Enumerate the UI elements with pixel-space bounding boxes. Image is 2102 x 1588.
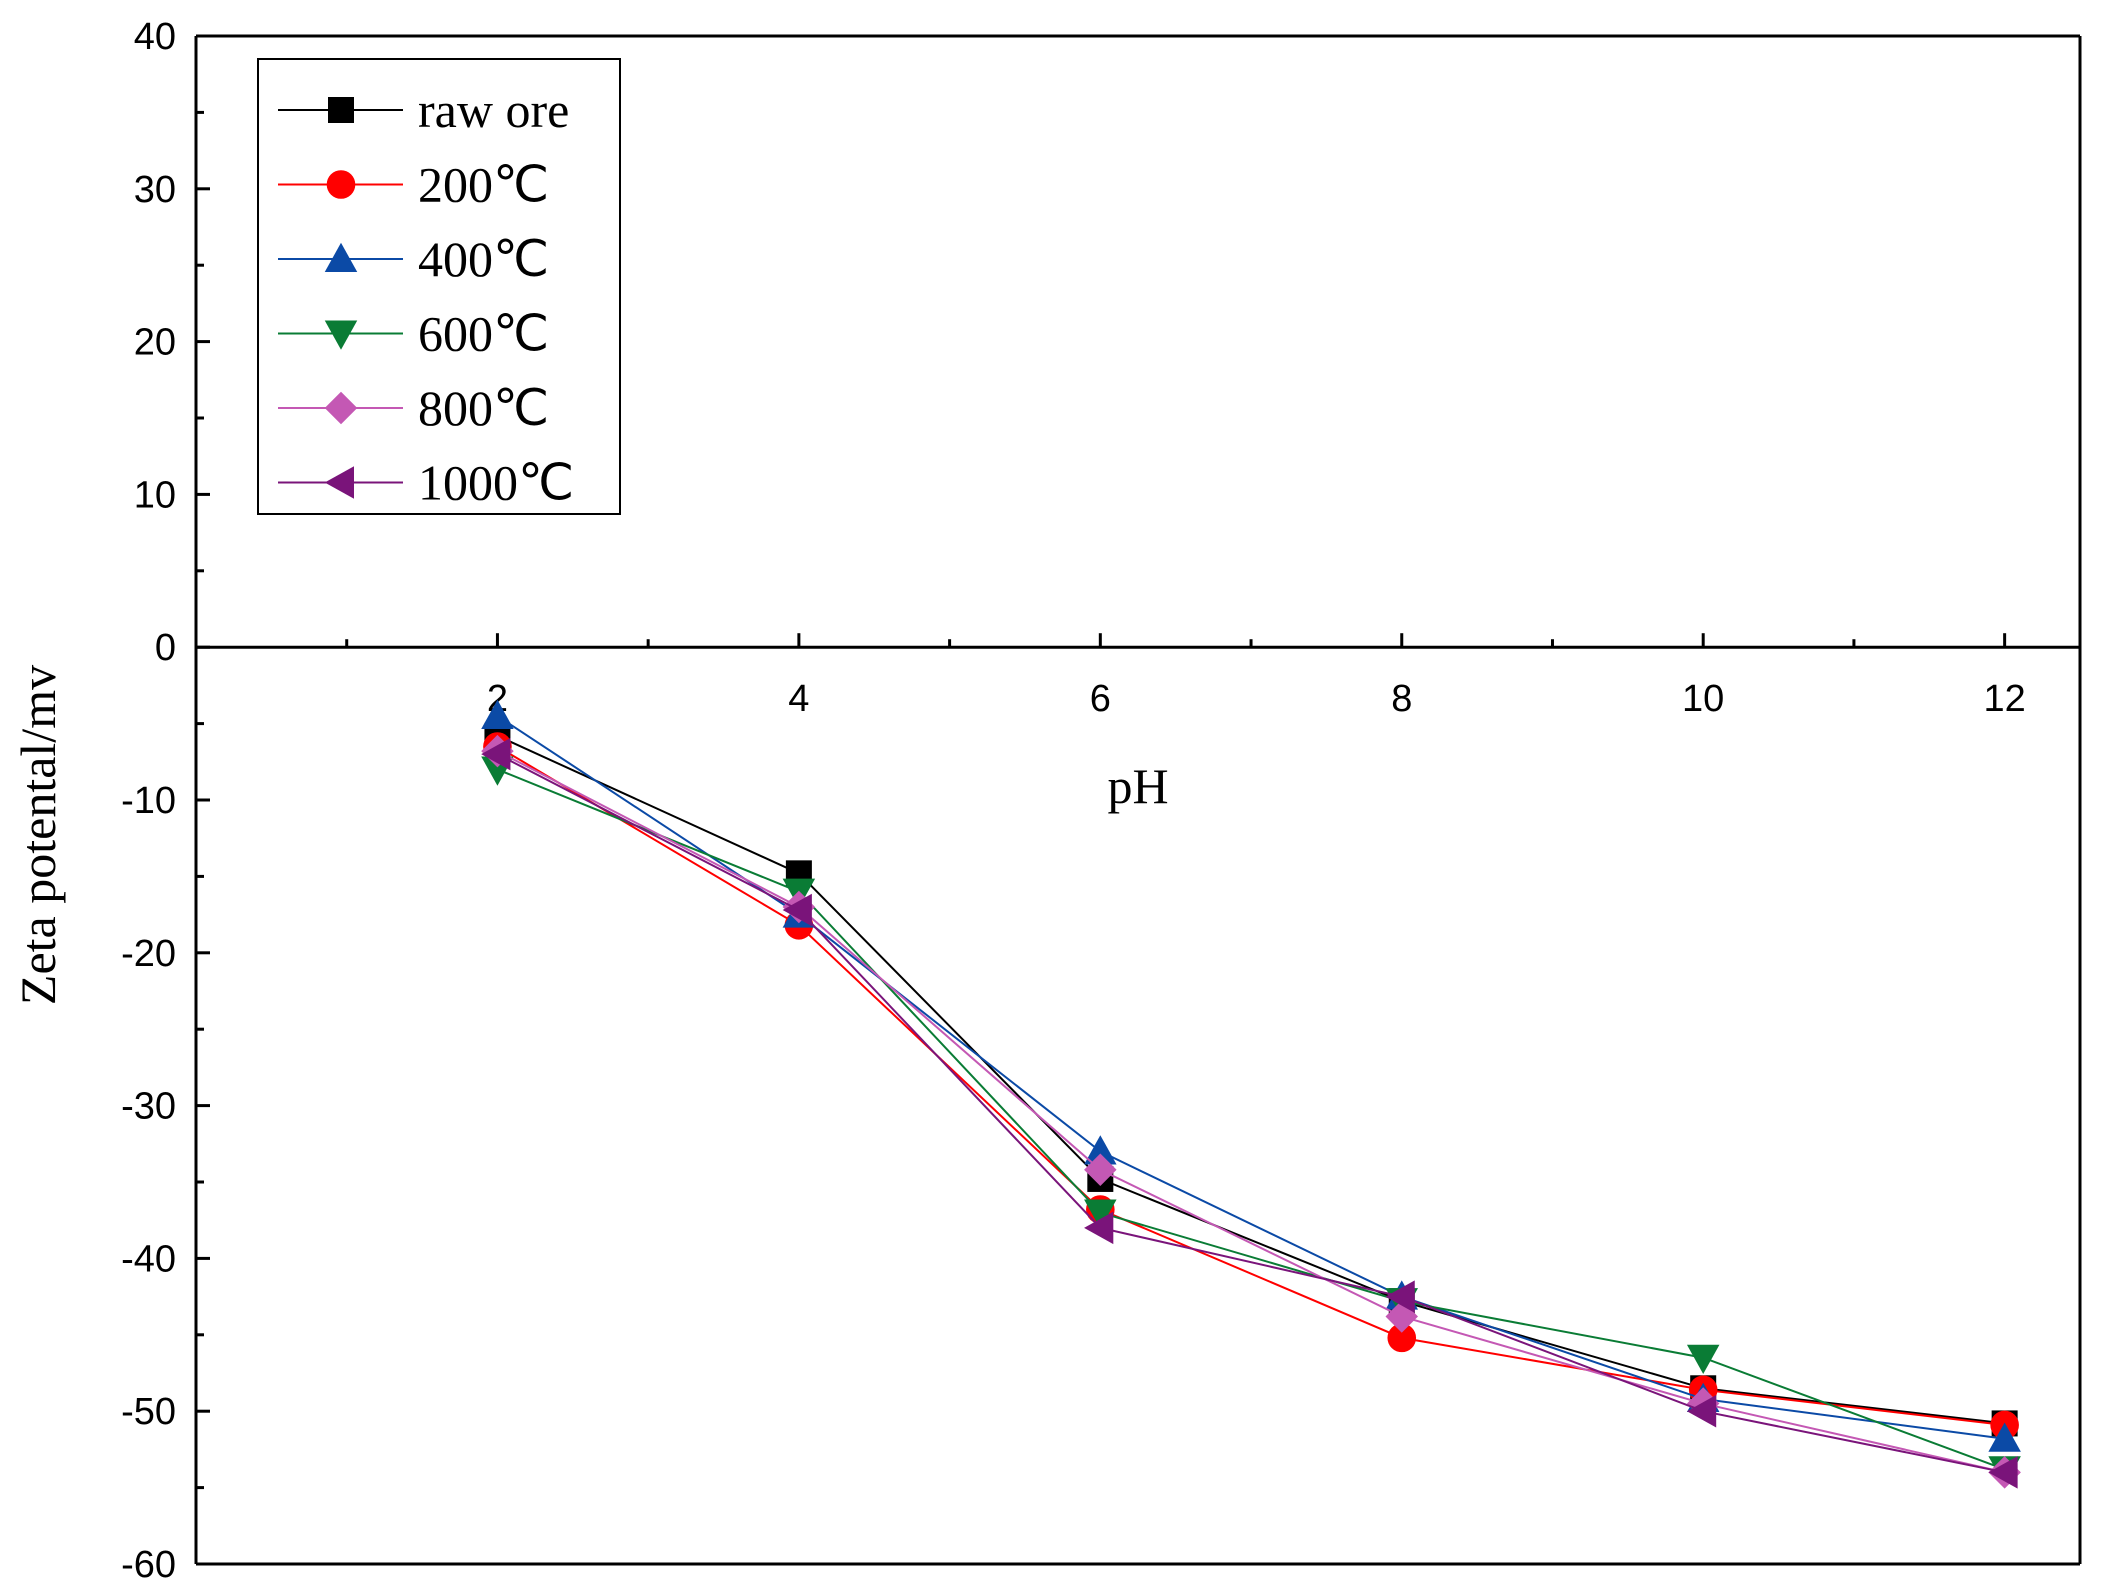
legend-label: 400℃ [418,231,549,287]
y-tick-label: 40 [134,16,176,58]
legend-marker [324,320,358,350]
series-1000 [481,737,2018,1489]
data-point [1084,1199,1117,1229]
legend-box [257,58,621,515]
legend-label: 800℃ [418,380,549,436]
x-tick-label: 8 [1391,678,1412,720]
legend-item: 600℃ [278,306,549,362]
y-tick-label: -30 [121,1086,176,1128]
data-point [481,737,511,771]
data-point [1686,1344,1720,1374]
legend-marker [324,391,358,425]
legend-marker [326,170,356,199]
legend-item: 1000℃ [278,455,574,511]
legend-item: 200℃ [278,157,549,213]
legend-item: 400℃ [278,231,549,287]
series-line [496,745,2005,1426]
legend-label: 200℃ [418,157,549,213]
x-tick-label: 4 [788,678,809,720]
legend-item: raw ore [278,82,569,138]
y-tick-label: -50 [121,1391,176,1433]
legend-label: 1000℃ [418,455,574,511]
x-axis-title: pH [1107,758,1168,814]
legend-item: 800℃ [278,380,549,436]
x-tick-label: 12 [1983,678,2025,720]
y-tick-label: -40 [121,1238,176,1280]
series-line [496,750,2005,1474]
data-point [481,699,514,729]
legend-marker [324,242,358,272]
data-point [1686,1394,1717,1428]
data-point [1385,1280,1415,1313]
data-point [1988,1456,2018,1489]
legend-label: raw ore [418,82,569,138]
y-tick-label: -20 [121,933,176,975]
data-point [1084,1153,1117,1187]
data-point [782,893,812,927]
data-point [1084,1211,1114,1245]
x-tick-label: 6 [1090,678,1111,720]
y-tick-label: 10 [134,474,176,516]
data-point [1387,1323,1417,1353]
series-line [497,768,2005,1471]
data-point [1084,1135,1117,1165]
legend-marker [328,97,354,123]
legend-label: 600℃ [418,306,549,362]
legend-marker [324,466,354,499]
series-layer [481,699,2021,1489]
legend: raw ore 200℃ 400℃ 600℃ 800℃ 1000℃ [257,58,621,515]
x-tick-label: 10 [1682,678,1724,720]
y-tick-label: 20 [134,322,176,364]
y-axis-title: Zeta potental/mv [10,665,66,1005]
series-line [496,753,2005,1474]
y-tick-label: 30 [134,169,176,211]
series-line [497,734,2005,1425]
y-tick-label: -10 [121,780,176,822]
y-tick-label: -60 [121,1544,176,1586]
data-point [1988,1422,2021,1452]
y-tick-label: 0 [155,627,176,669]
